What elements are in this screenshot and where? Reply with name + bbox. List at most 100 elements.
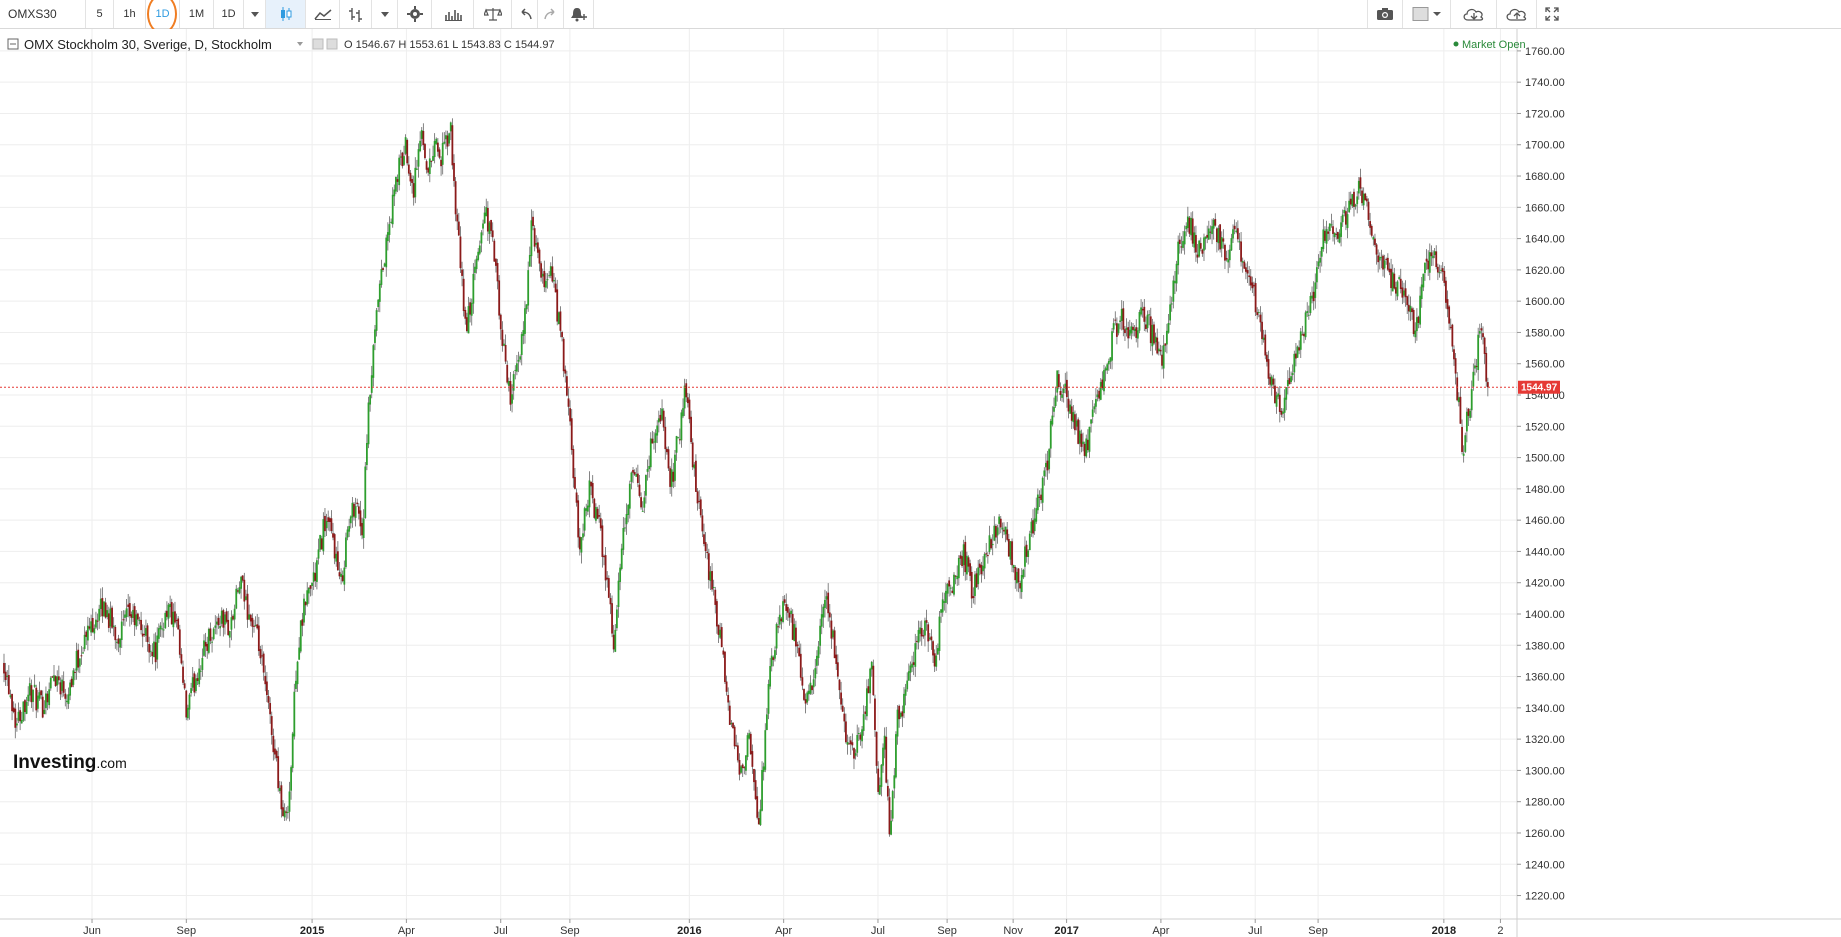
- indicators-icon: [444, 10, 462, 21]
- candle-body: [645, 475, 647, 496]
- candle-body: [970, 571, 973, 599]
- settings-button[interactable]: [398, 0, 432, 28]
- legend-settings-icon[interactable]: [326, 38, 338, 50]
- candle-body: [166, 610, 168, 617]
- candle-body: [372, 345, 375, 378]
- candle-body: [211, 641, 213, 643]
- add-alert-button[interactable]: [564, 0, 594, 28]
- candle-body: [943, 601, 946, 603]
- candle-body: [1336, 232, 1339, 239]
- bars-button[interactable]: [340, 0, 372, 28]
- candle-body: [80, 655, 83, 657]
- candle-body: [433, 140, 436, 158]
- candle-body: [401, 152, 404, 167]
- candle-body: [764, 730, 767, 770]
- candle-body: [324, 515, 326, 532]
- candle-body: [1190, 217, 1192, 236]
- redo-button[interactable]: [538, 0, 564, 28]
- candle-body: [719, 629, 722, 638]
- candle-body: [103, 601, 105, 617]
- x-tick-label: 2015: [300, 925, 324, 937]
- candle-body: [467, 306, 470, 334]
- screenshot-button[interactable]: [1367, 0, 1403, 28]
- candle-body: [541, 273, 544, 277]
- interval-dropdown-button[interactable]: [244, 0, 266, 28]
- candle-body: [320, 538, 323, 550]
- fullscreen-button[interactable]: [1537, 0, 1567, 28]
- candle-body: [859, 734, 862, 740]
- interval-custom-button[interactable]: 1D: [214, 0, 244, 28]
- interval-5-button[interactable]: 5: [86, 0, 114, 28]
- candle-body: [728, 705, 731, 725]
- candle-body: [743, 767, 746, 769]
- candle-body: [835, 654, 838, 664]
- bars-icon: [348, 8, 362, 22]
- candle-body: [69, 682, 72, 696]
- candle-body: [1430, 252, 1433, 257]
- candle-body: [1419, 295, 1422, 325]
- candle-body: [177, 618, 180, 630]
- candle-body: [903, 693, 905, 714]
- candle-body: [277, 756, 280, 789]
- candle-body: [24, 700, 26, 712]
- chart-type-dropdown[interactable]: [372, 0, 398, 28]
- price-axis[interactable]: 1220.00 1240.00 1260.00 1280.00 1300.00 1320.…: [1517, 46, 1565, 903]
- candle-body: [306, 590, 309, 605]
- time-axis[interactable]: Jun Sep 2015 Apr Jul Sep 2016 Apr Jul Sep Nov 2017 A…: [83, 919, 1503, 937]
- candle-body: [1161, 354, 1163, 366]
- candle-body: [1254, 283, 1257, 313]
- candle-body: [1195, 235, 1197, 253]
- undo-button[interactable]: [512, 0, 538, 28]
- candle-body: [1075, 420, 1078, 427]
- compare-button[interactable]: [474, 0, 512, 28]
- candle-body: [183, 683, 186, 689]
- indicators-button[interactable]: [432, 0, 474, 28]
- candle-body: [380, 269, 383, 285]
- candle-body: [1412, 309, 1415, 335]
- compare-scale-icon: [483, 8, 502, 21]
- area-chart-button[interactable]: [306, 0, 340, 28]
- interval-1h-button[interactable]: 1h: [114, 0, 146, 28]
- candle-body: [338, 572, 341, 577]
- legend-visibility-icon[interactable]: [312, 38, 324, 50]
- candle-body: [769, 666, 772, 687]
- candle-body: [216, 621, 218, 625]
- legend-dropdown-icon[interactable]: [297, 42, 303, 46]
- candle-body: [190, 688, 192, 694]
- candle-body: [461, 269, 463, 276]
- candle-body: [977, 567, 980, 585]
- candle-body: [525, 304, 528, 310]
- candle-body: [1020, 575, 1023, 593]
- candle-body: [717, 625, 720, 635]
- candle-body: [927, 624, 930, 642]
- candle-body: [191, 677, 194, 688]
- price-chart[interactable]: 1220.00 1240.00 1260.00 1280.00 1300.00 1320.…: [0, 29, 1841, 937]
- candle-body: [1103, 370, 1105, 392]
- candle-body: [1338, 233, 1341, 243]
- candle-body: [1004, 526, 1007, 535]
- candle-body: [1459, 396, 1462, 424]
- candle-body: [778, 614, 781, 625]
- candle-body: [1243, 261, 1246, 269]
- candle-body: [412, 183, 415, 198]
- candle-body: [1443, 270, 1446, 283]
- candle-body: [935, 655, 938, 667]
- candle-body: [1172, 280, 1175, 302]
- candle-body: [182, 666, 184, 683]
- load-layout-button[interactable]: [1451, 0, 1497, 28]
- candle-body: [1457, 397, 1460, 403]
- brand-name: Investing: [13, 752, 96, 773]
- candle-body: [235, 588, 238, 609]
- candles-button[interactable]: [266, 0, 306, 28]
- candle-body: [1025, 544, 1028, 557]
- candle-body: [1188, 217, 1191, 234]
- save-layout-button[interactable]: [1497, 0, 1537, 28]
- interval-1m-button[interactable]: 1M: [180, 0, 214, 28]
- interval-1d-button[interactable]: 1D: [146, 0, 180, 28]
- candle-body: [499, 314, 502, 330]
- symbol-input[interactable]: OMXS30: [0, 0, 86, 28]
- candlestick-series: [3, 118, 1489, 837]
- candle-body: [1432, 255, 1434, 259]
- candle-body: [506, 364, 509, 383]
- color-picker-button[interactable]: [1403, 0, 1451, 28]
